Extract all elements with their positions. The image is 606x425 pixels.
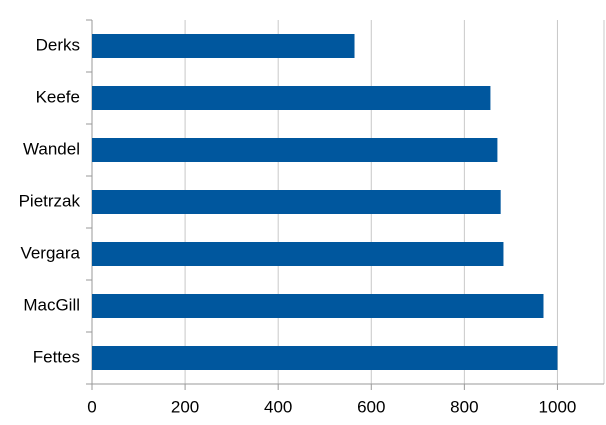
y-tick-label: Wandel: [23, 139, 80, 158]
y-tick-label: MacGill: [23, 295, 80, 314]
bar: [92, 190, 501, 214]
x-tick-label: 1000: [539, 397, 577, 416]
y-tick-label: Vergara: [20, 243, 80, 262]
bar: [92, 242, 504, 266]
bar: [92, 346, 558, 370]
x-tick-label: 600: [357, 397, 385, 416]
x-tick-label: 800: [450, 397, 478, 416]
x-tick-label: 400: [264, 397, 292, 416]
bar: [92, 138, 498, 162]
x-tick-label: 0: [87, 397, 96, 416]
y-tick-label: Derks: [36, 35, 80, 54]
y-tick-label: Keefe: [36, 87, 80, 106]
bar: [92, 34, 355, 58]
x-tick-label: 200: [171, 397, 199, 416]
y-tick-label: Pietrzak: [19, 191, 81, 210]
bar: [92, 86, 491, 110]
y-tick-label: Fettes: [33, 347, 80, 366]
bar: [92, 294, 544, 318]
